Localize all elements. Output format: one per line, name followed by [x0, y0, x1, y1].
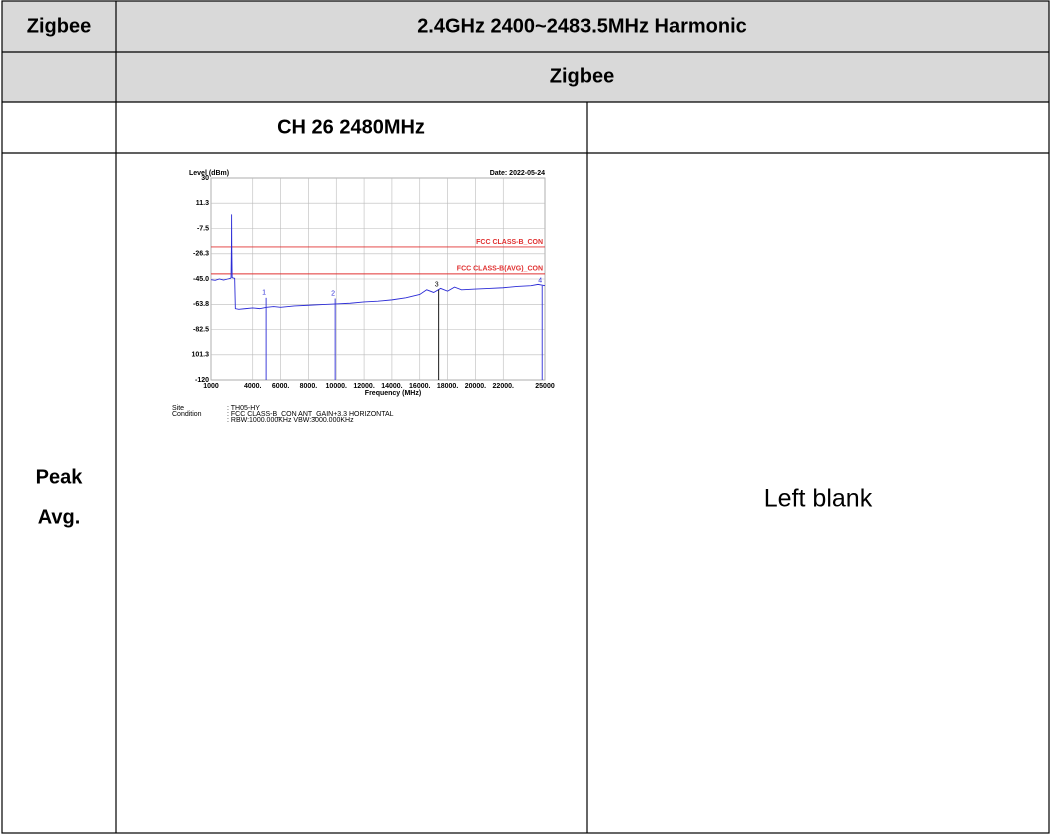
- row-label: Peak: [36, 466, 84, 488]
- trace: [210, 214, 546, 310]
- footer-value: : RBW:1000.000KHz VBW:3000.000KHz: [227, 417, 354, 424]
- x-tick-label: 12000.: [353, 383, 374, 390]
- marker-label: 1: [262, 290, 266, 297]
- marker-label: 4: [538, 278, 542, 285]
- x-tick-label: 25000: [535, 383, 555, 390]
- x-tick-label: 20000.: [465, 383, 486, 390]
- y-tick-label: 30: [201, 175, 209, 182]
- y-tick-label: 11.3: [196, 200, 209, 207]
- row-label: Avg.: [38, 506, 81, 528]
- y-tick-label: 101.3: [191, 352, 209, 359]
- x-tick-label: 16000.: [409, 383, 430, 390]
- channel-cell: CH 26 2480MHz: [277, 116, 425, 138]
- x-tick-label: 8000.: [300, 383, 318, 390]
- y-tick-label: -120: [195, 377, 209, 384]
- footer-value: : TH05-HY: [227, 405, 260, 412]
- x-tick-label: 4000.: [244, 383, 262, 390]
- subheader-cell: Zigbee: [550, 65, 614, 87]
- marker-label: 2: [331, 290, 335, 297]
- chart: 3011.3-7.5-26.3-45.0-63.8-82.5101.3-1201…: [172, 170, 555, 424]
- y-tick-label: -82.5: [193, 326, 209, 333]
- x-axis-label: Frequency (MHz): [365, 390, 421, 397]
- blank-note: Left blank: [764, 485, 873, 513]
- x-tick-label: 10000.: [326, 383, 347, 390]
- marker-label: 3: [435, 282, 439, 289]
- y-tick-label: -7.5: [197, 225, 209, 232]
- limit-label: FCC CLASS-B_CON: [476, 239, 543, 246]
- chart-date: Date: 2022-05-24: [490, 170, 545, 177]
- x-tick-label: 6000.: [272, 383, 290, 390]
- x-tick-label: 18000.: [437, 383, 458, 390]
- y-axis-label: Level (dBm): [189, 170, 229, 177]
- y-tick-label: -26.3: [193, 251, 209, 258]
- x-tick-label: 14000.: [381, 383, 402, 390]
- header-cell: Zigbee: [27, 15, 91, 37]
- y-tick-label: -63.8: [193, 301, 209, 308]
- footer-value: : FCC CLASS-B_CON ANT_GAIN+3.3 HORIZONTA…: [227, 411, 394, 418]
- x-tick-label: 22000.: [493, 383, 514, 390]
- header-cell: 2.4GHz 2400~2483.5MHz Harmonic: [417, 15, 747, 37]
- footer-key: Condition: [172, 411, 202, 418]
- limit-label: FCC CLASS-B(AVG)_CON: [457, 266, 543, 273]
- x-tick-label: 1000: [203, 383, 219, 390]
- footer-key: Site: [172, 405, 184, 412]
- y-tick-label: -45.0: [193, 276, 209, 283]
